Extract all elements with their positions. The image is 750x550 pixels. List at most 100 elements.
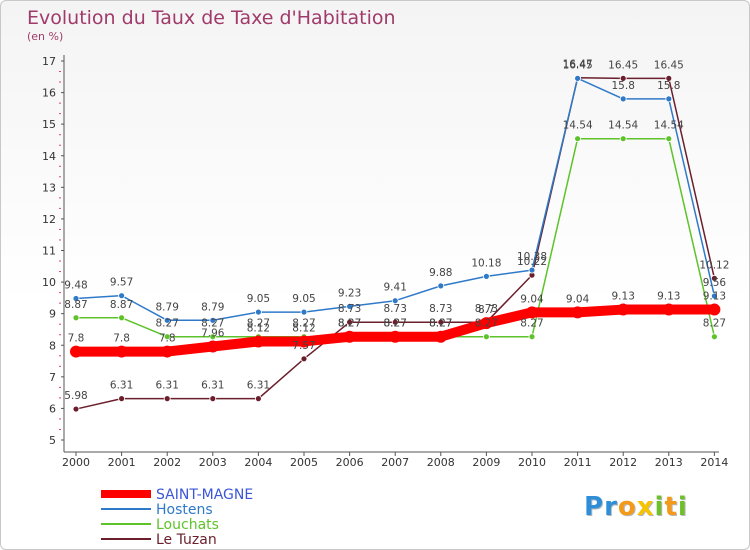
- x-tick-label: 2008: [427, 456, 455, 469]
- x-tick-label: 2014: [700, 456, 728, 469]
- data-label: 8.73: [429, 303, 452, 315]
- data-point: [574, 135, 581, 143]
- data-label: 16.47: [563, 59, 593, 71]
- data-point: [665, 135, 673, 143]
- x-tick-label: 2002: [153, 456, 181, 469]
- data-label: 16.45: [654, 59, 684, 71]
- x-tick-label: 2004: [244, 456, 272, 469]
- data-label: 8.27: [292, 318, 315, 330]
- data-label: 8.27: [384, 318, 407, 330]
- data-point: [298, 335, 310, 348]
- data-label: 9.41: [384, 282, 407, 294]
- data-label: 9.48: [64, 280, 87, 292]
- x-tick-label: 2000: [62, 456, 90, 469]
- data-point: [206, 340, 219, 353]
- legend-label: Le Tuzan: [156, 532, 217, 548]
- y-tick-label: 12: [42, 213, 56, 226]
- legend-label: Hostens: [156, 502, 213, 518]
- data-label: 5.98: [64, 390, 87, 402]
- data-point: [711, 333, 718, 341]
- data-point: [72, 405, 80, 413]
- data-label: 7.8: [68, 333, 85, 345]
- data-label: 7.8: [113, 333, 130, 345]
- data-point: [528, 333, 536, 341]
- x-tick-label: 2010: [518, 456, 546, 469]
- x-tick-label: 2005: [290, 456, 318, 469]
- data-point: [300, 355, 308, 363]
- y-tick-label: 16: [42, 87, 56, 100]
- data-label: 8.87: [64, 299, 87, 311]
- logo-letter: o: [617, 492, 637, 522]
- data-label: 9.88: [429, 267, 452, 279]
- data-label: 8.73: [475, 303, 498, 315]
- x-tick-label: 2007: [381, 456, 409, 469]
- data-point: [528, 266, 536, 274]
- data-point: [574, 74, 581, 82]
- data-point: [482, 333, 490, 341]
- data-point: [391, 297, 399, 305]
- data-point: [711, 292, 718, 300]
- data-label: 8.27: [201, 318, 224, 330]
- x-tick-label: 2011: [564, 456, 592, 469]
- data-point: [619, 74, 627, 82]
- series-line: [71, 304, 720, 357]
- data-point: [482, 272, 490, 280]
- data-point: [300, 308, 308, 316]
- data-label: 10.12: [699, 259, 729, 271]
- x-tick-label: 2013: [655, 456, 683, 469]
- data-point: [163, 333, 171, 341]
- data-label: 8.7: [478, 304, 495, 316]
- logo-letter: P: [584, 492, 605, 522]
- data-label: 8.27: [703, 318, 726, 330]
- data-point: [619, 95, 627, 103]
- data-point: [343, 330, 356, 343]
- data-label: 10.18: [471, 257, 501, 269]
- data-point: [346, 303, 354, 310]
- y-tick-label: 5: [49, 434, 56, 447]
- data-label: 8.87: [110, 299, 133, 311]
- data-point: [252, 335, 265, 348]
- data-label: 9.23: [338, 287, 361, 299]
- data-point: [389, 330, 402, 343]
- data-point: [118, 395, 125, 403]
- data-label: 16.45: [608, 59, 638, 71]
- data-label: 7.8: [159, 333, 176, 345]
- data-label: 8.12: [247, 322, 270, 334]
- x-tick-label: 2012: [609, 456, 637, 469]
- data-point: [254, 395, 262, 403]
- data-label: 9.04: [566, 293, 590, 305]
- data-label: 8.27: [156, 318, 179, 330]
- data-label: 14.54: [563, 120, 593, 132]
- data-point: [70, 345, 82, 358]
- data-label: 9.05: [247, 293, 270, 305]
- data-point: [209, 395, 217, 403]
- data-point: [118, 314, 125, 322]
- data-label: 14.54: [608, 120, 638, 132]
- legend-label: SAINT-MAGNE: [156, 487, 253, 503]
- data-label: 8.27: [475, 318, 498, 330]
- y-tick-label: 7: [49, 371, 56, 384]
- data-label: 8.79: [201, 301, 224, 313]
- data-point: [115, 345, 128, 358]
- data-point: [571, 306, 584, 319]
- legend-label: Louchats: [156, 517, 219, 533]
- data-point: [72, 314, 80, 322]
- data-point: [209, 333, 217, 341]
- data-label: 9.05: [292, 293, 315, 305]
- data-label: 10.22: [517, 256, 547, 268]
- logo-letter: r: [604, 492, 618, 522]
- data-label: 15.8: [657, 80, 680, 92]
- data-label: 9.13: [612, 291, 635, 303]
- data-point: [163, 395, 171, 403]
- data-label: 8.27: [384, 318, 407, 330]
- data-point: [665, 74, 673, 82]
- data-label: 8.27: [338, 318, 361, 330]
- data-label: 8.27: [338, 318, 361, 330]
- y-tick-label: 10: [42, 276, 56, 289]
- y-tick-label: 17: [42, 55, 56, 68]
- data-point: [437, 282, 445, 290]
- logo-letter: i: [654, 492, 665, 522]
- data-label: 9.13: [703, 291, 726, 303]
- data-point: [434, 330, 447, 343]
